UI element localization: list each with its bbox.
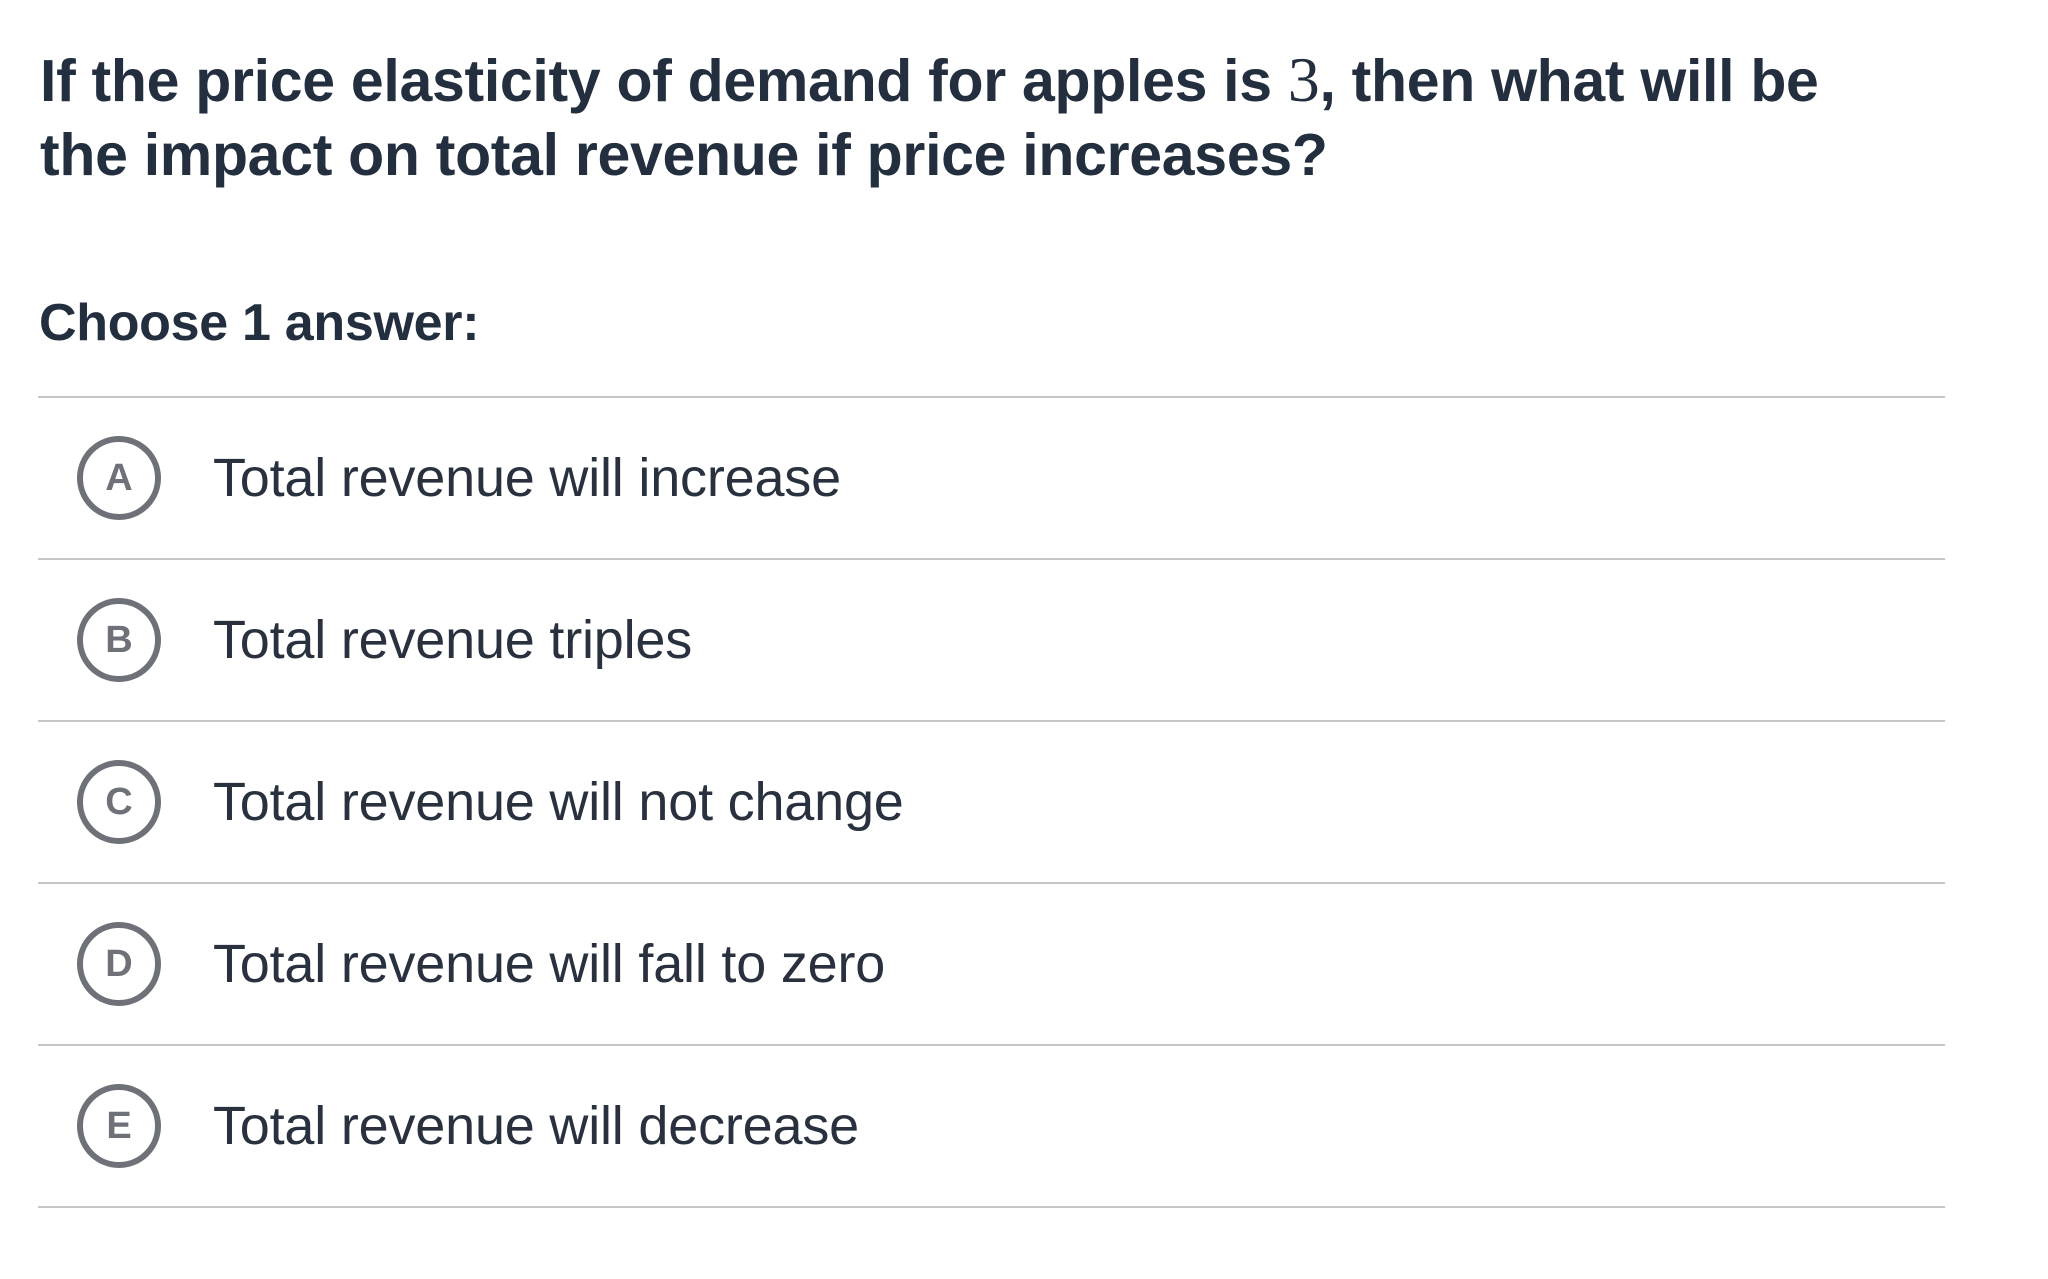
radio-letter-e: E <box>106 1105 132 1147</box>
radio-button-e[interactable]: E <box>77 1084 161 1168</box>
question-text: If the price elasticity of demand for ap… <box>40 44 1870 192</box>
option-label-c[interactable]: Total revenue will not change <box>213 772 904 832</box>
option-label-d[interactable]: Total revenue will fall to zero <box>213 934 886 994</box>
radio-letter-d: D <box>105 943 133 985</box>
question-text-after-math: , then what will be the impact on total … <box>40 48 1819 188</box>
option-row-e[interactable]: E Total revenue will decrease <box>38 1044 1945 1206</box>
option-label-a[interactable]: Total revenue will increase <box>213 448 841 508</box>
question-text-before-math: If the price elasticity of demand for ap… <box>40 48 1288 114</box>
radio-button-b[interactable]: B <box>77 598 161 682</box>
option-label-b[interactable]: Total revenue triples <box>213 610 693 670</box>
radio-button-d[interactable]: D <box>77 922 161 1006</box>
option-label-e[interactable]: Total revenue will decrease <box>213 1096 859 1156</box>
option-row-d[interactable]: D Total revenue will fall to zero <box>38 882 1945 1044</box>
option-row-c[interactable]: C Total revenue will not change <box>38 720 1945 882</box>
radio-letter-c: C <box>105 781 133 823</box>
option-row-b[interactable]: B Total revenue triples <box>38 558 1945 720</box>
math-value: 3 <box>1287 44 1320 115</box>
radio-button-c[interactable]: C <box>77 760 161 844</box>
radio-letter-b: B <box>105 619 133 661</box>
option-row-a[interactable]: A Total revenue will increase <box>38 396 1945 558</box>
choose-answer-label: Choose 1 answer: <box>39 294 480 352</box>
answer-options-list: A Total revenue will increase B Total re… <box>38 396 1945 1208</box>
radio-letter-a: A <box>105 457 133 499</box>
radio-button-a[interactable]: A <box>77 436 161 520</box>
